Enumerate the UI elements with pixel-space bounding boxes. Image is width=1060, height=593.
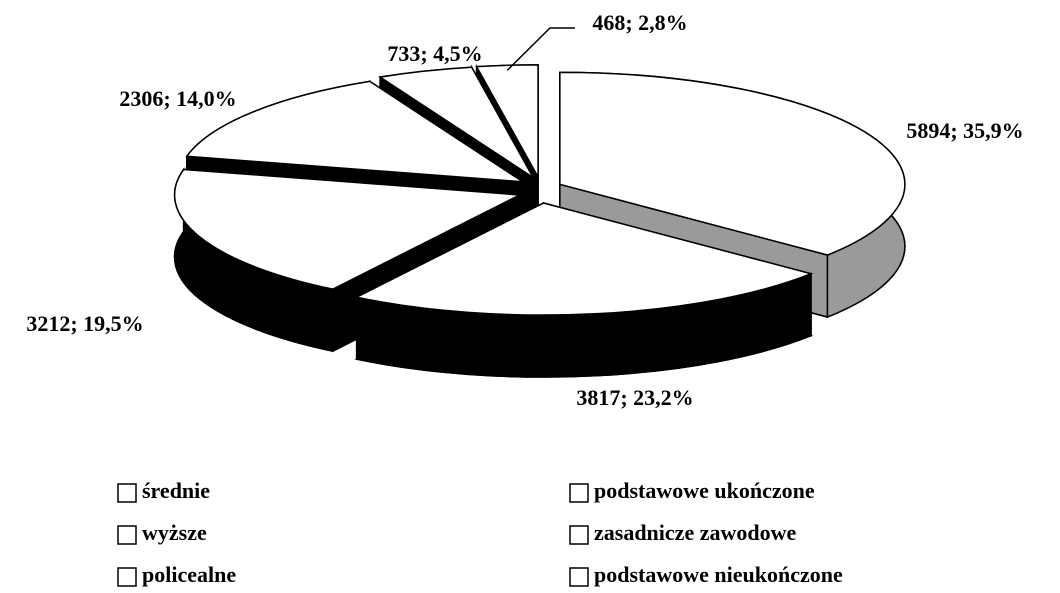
legend-label: wyższe [142, 520, 207, 545]
legend-label: podstawowe ukończone [594, 478, 815, 503]
pie-slice [559, 71, 906, 319]
legend-swatch [569, 483, 589, 503]
leader-line [506, 27, 575, 71]
legend-swatch [117, 525, 137, 545]
slice-top [185, 80, 524, 183]
slice-top [378, 66, 534, 179]
legend-swatch [569, 567, 589, 587]
data-label: 5894; 35,9% [906, 118, 1023, 143]
data-label: 733; 4,5% [387, 41, 482, 66]
slice-top [559, 71, 906, 256]
data-label: 3817; 23,2% [576, 385, 693, 410]
legend-swatch [117, 483, 137, 503]
data-label: 3212; 19,5% [26, 311, 143, 336]
legend-swatch [117, 567, 137, 587]
legend-label: policealne [142, 562, 236, 587]
legend-swatch [569, 525, 589, 545]
slice-top [173, 168, 523, 290]
data-label: 468; 2,8% [592, 10, 687, 35]
slice-top [354, 202, 814, 316]
slice-top [475, 64, 539, 180]
legend-label: podstawowe nieukończone [594, 562, 843, 587]
data-label: 2306; 14,0% [119, 86, 236, 111]
legend-label: średnie [142, 478, 210, 503]
pie-slice [354, 201, 814, 378]
legend-label: zasadnicze zawodowe [594, 520, 796, 545]
